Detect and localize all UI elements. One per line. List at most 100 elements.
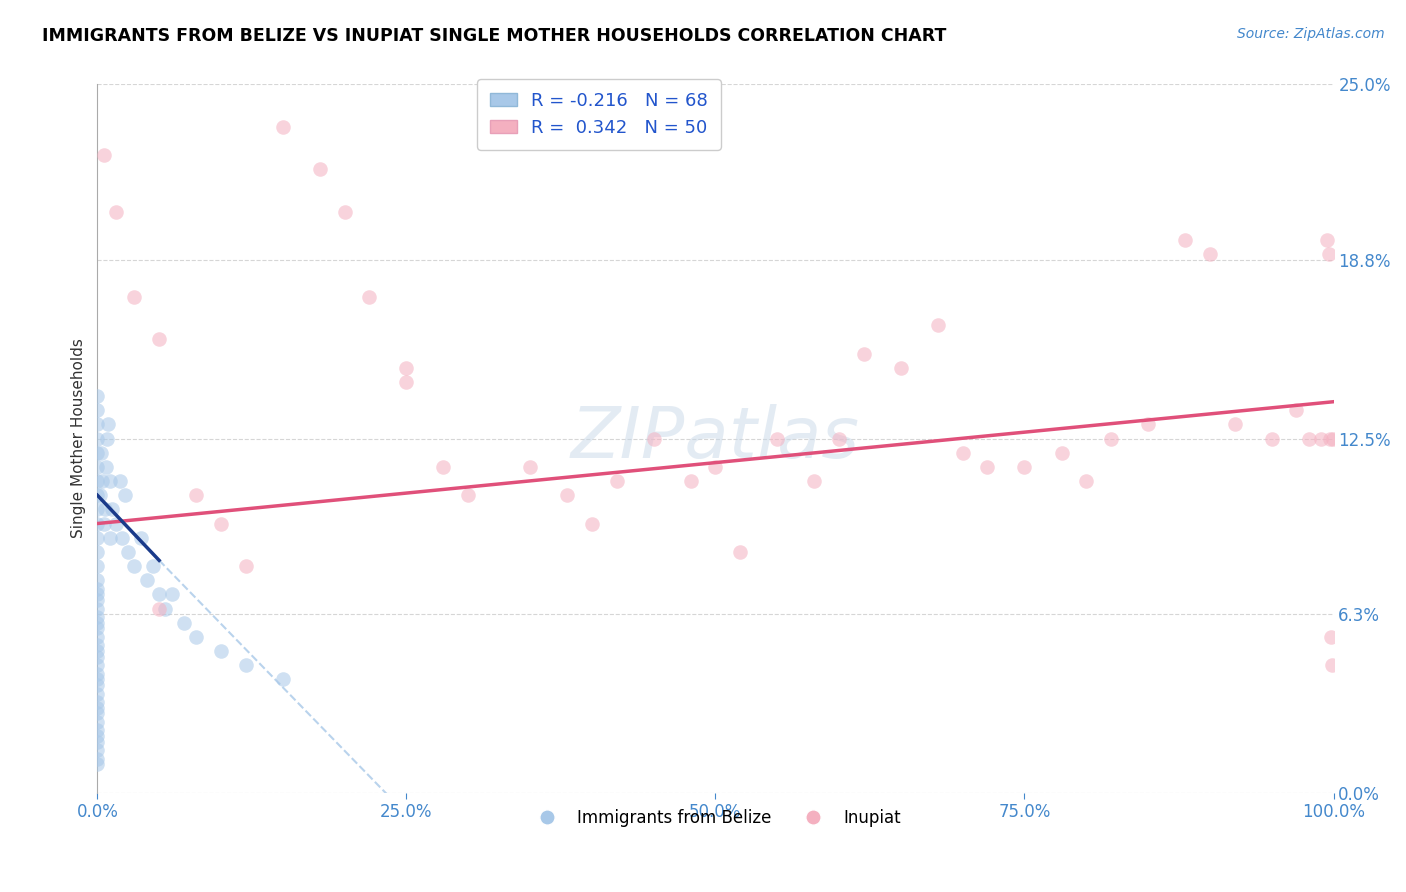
Point <box>104 205 127 219</box>
Point <box>86 474 108 488</box>
Point <box>395 360 418 375</box>
Text: Source: ZipAtlas.com: Source: ZipAtlas.com <box>1237 27 1385 41</box>
Point <box>235 559 257 574</box>
Point <box>86 389 108 403</box>
Point <box>86 403 108 417</box>
Y-axis label: Single Mother Households: Single Mother Households <box>72 339 86 539</box>
Point <box>86 610 108 624</box>
Point <box>86 695 108 709</box>
Point <box>86 752 108 766</box>
Point <box>86 488 108 502</box>
Point <box>90 446 112 460</box>
Point <box>308 162 330 177</box>
Point <box>86 743 108 757</box>
Point <box>86 446 108 460</box>
Point <box>148 601 170 615</box>
Point <box>86 678 108 692</box>
Point <box>155 601 177 615</box>
Point <box>86 714 108 729</box>
Point <box>142 559 165 574</box>
Point <box>98 474 121 488</box>
Point <box>1223 417 1246 432</box>
Point <box>160 587 183 601</box>
Point <box>828 432 851 446</box>
Point <box>432 459 454 474</box>
Point <box>86 757 108 772</box>
Point <box>1174 233 1197 247</box>
Point <box>519 459 541 474</box>
Point <box>97 417 120 432</box>
Point <box>86 734 108 748</box>
Point <box>1298 432 1320 446</box>
Point <box>1310 432 1333 446</box>
Point <box>86 582 108 596</box>
Point <box>606 474 628 488</box>
Point <box>976 459 998 474</box>
Point <box>86 615 108 630</box>
Point <box>117 545 139 559</box>
Point <box>86 729 108 743</box>
Point <box>271 120 294 134</box>
Point <box>890 360 912 375</box>
Point <box>86 673 108 687</box>
Point <box>86 531 108 545</box>
Point <box>89 488 111 502</box>
Point <box>86 621 108 635</box>
Point <box>86 587 108 601</box>
Point <box>96 432 118 446</box>
Point <box>186 488 208 502</box>
Point <box>209 516 232 531</box>
Point <box>1050 446 1073 460</box>
Point <box>86 417 108 432</box>
Point <box>104 516 127 531</box>
Point <box>555 488 578 502</box>
Point <box>148 587 170 601</box>
Point <box>209 644 232 658</box>
Point <box>186 630 208 644</box>
Point <box>98 531 121 545</box>
Text: IMMIGRANTS FROM BELIZE VS INUPIAT SINGLE MOTHER HOUSEHOLDS CORRELATION CHART: IMMIGRANTS FROM BELIZE VS INUPIAT SINGLE… <box>42 27 946 45</box>
Point <box>86 638 108 652</box>
Point <box>86 706 108 721</box>
Point <box>1199 247 1222 261</box>
Point <box>86 593 108 607</box>
Point <box>93 148 115 162</box>
Point <box>91 474 114 488</box>
Point <box>86 723 108 738</box>
Point <box>86 502 108 516</box>
Point <box>1099 432 1122 446</box>
Point <box>766 432 789 446</box>
Point <box>94 502 117 516</box>
Point <box>86 666 108 681</box>
Point <box>148 332 170 346</box>
Point <box>1317 247 1340 261</box>
Point <box>86 573 108 587</box>
Point <box>1285 403 1308 417</box>
Point <box>94 459 117 474</box>
Point <box>86 432 108 446</box>
Point <box>1137 417 1160 432</box>
Point <box>643 432 665 446</box>
Point <box>333 205 356 219</box>
Point <box>704 459 727 474</box>
Point <box>86 559 108 574</box>
Point <box>86 700 108 714</box>
Point <box>1260 432 1282 446</box>
Point <box>114 488 136 502</box>
Point <box>111 531 134 545</box>
Point <box>395 375 418 389</box>
Text: ZIPatlas: ZIPatlas <box>571 404 860 473</box>
Point <box>927 318 949 333</box>
Point <box>1320 630 1343 644</box>
Point <box>124 290 146 304</box>
Point <box>108 474 131 488</box>
Point <box>86 516 108 531</box>
Point <box>86 459 108 474</box>
Legend: Immigrants from Belize, Inupiat: Immigrants from Belize, Inupiat <box>523 803 907 834</box>
Point <box>1076 474 1098 488</box>
Point <box>93 516 115 531</box>
Point <box>86 658 108 673</box>
Point <box>1322 658 1344 673</box>
Point <box>271 673 294 687</box>
Point <box>952 446 974 460</box>
